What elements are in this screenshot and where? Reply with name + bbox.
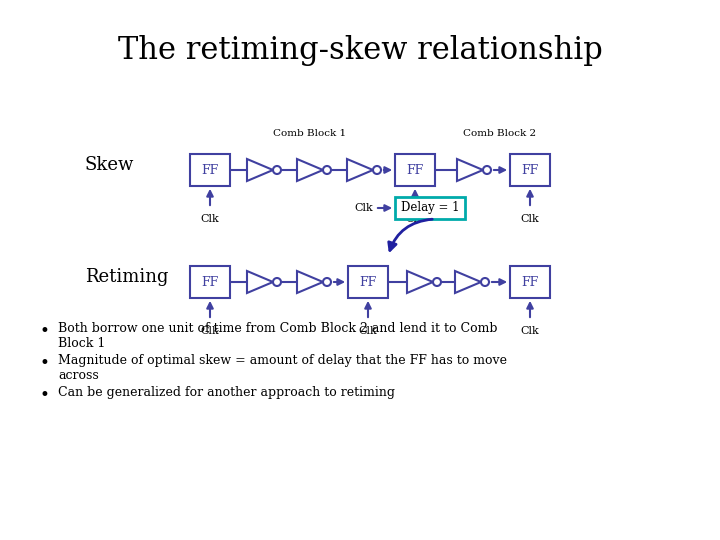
Circle shape [273, 166, 281, 174]
Bar [510, 154, 550, 186]
Text: FF: FF [359, 275, 377, 288]
Text: Comb Block 2: Comb Block 2 [464, 129, 536, 138]
Text: •: • [40, 386, 50, 404]
Text: Both borrow one unit of time from Comb Block 2 and lend it to Comb
Block 1: Both borrow one unit of time from Comb B… [58, 322, 498, 350]
Bar [190, 266, 230, 298]
Bar [190, 154, 230, 186]
Circle shape [481, 278, 489, 286]
Text: Clk: Clk [405, 214, 424, 224]
Polygon shape [457, 159, 483, 181]
Polygon shape [247, 271, 273, 293]
Text: Comb Block 1: Comb Block 1 [274, 129, 346, 138]
Circle shape [483, 166, 491, 174]
Bar [510, 266, 550, 298]
Text: Clk: Clk [201, 214, 220, 224]
Text: The retiming-skew relationship: The retiming-skew relationship [117, 35, 603, 66]
Bar [395, 154, 435, 186]
Text: FF: FF [406, 164, 423, 177]
Polygon shape [297, 271, 323, 293]
Polygon shape [247, 159, 273, 181]
Circle shape [433, 278, 441, 286]
Text: •: • [40, 322, 50, 340]
Text: Can be generalized for another approach to retiming: Can be generalized for another approach … [58, 386, 395, 399]
Text: Clk: Clk [201, 326, 220, 336]
Text: Clk: Clk [354, 203, 373, 213]
Circle shape [373, 166, 381, 174]
Text: FF: FF [202, 275, 219, 288]
Text: Retiming: Retiming [85, 268, 168, 286]
Polygon shape [297, 159, 323, 181]
Circle shape [273, 278, 281, 286]
Polygon shape [347, 159, 373, 181]
Text: Clk: Clk [359, 326, 377, 336]
Polygon shape [407, 271, 433, 293]
Text: Skew: Skew [85, 156, 135, 174]
Bar [395, 197, 465, 219]
Text: Clk: Clk [521, 326, 539, 336]
Polygon shape [455, 271, 481, 293]
Circle shape [323, 278, 331, 286]
Text: FF: FF [202, 164, 219, 177]
Text: •: • [40, 354, 50, 372]
Bar [348, 266, 388, 298]
Text: Clk: Clk [521, 214, 539, 224]
Circle shape [323, 166, 331, 174]
Text: Magnitude of optimal skew = amount of delay that the FF has to move
across: Magnitude of optimal skew = amount of de… [58, 354, 507, 382]
Text: Delay = 1: Delay = 1 [401, 201, 459, 214]
Text: FF: FF [521, 164, 539, 177]
Text: FF: FF [521, 275, 539, 288]
